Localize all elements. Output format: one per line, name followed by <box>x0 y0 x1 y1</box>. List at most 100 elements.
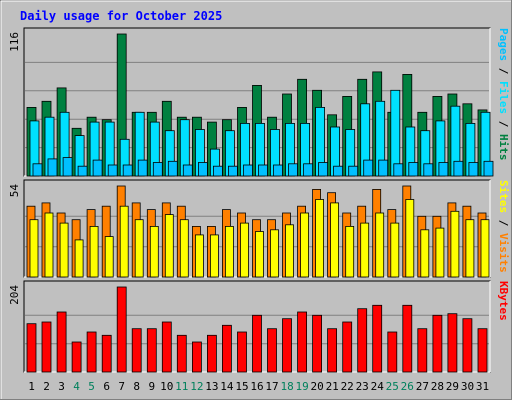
bar-kbytes-day-11 <box>176 334 187 373</box>
bar-kbytes-day-7 <box>116 286 127 373</box>
bar-kbytes-day-19 <box>297 311 308 373</box>
bar-kbytes-day-30 <box>462 318 473 373</box>
bar-pages-day-16 <box>258 164 268 177</box>
bar-sites-day-2 <box>44 212 54 278</box>
bar-sites-day-6 <box>104 236 114 278</box>
bar-kbytes-day-13 <box>206 334 217 373</box>
x-tick-label-day-28: 28 <box>431 380 444 393</box>
panel-bottom: 204 KBytes <box>8 280 510 373</box>
bar-pages-day-20 <box>318 162 329 177</box>
bar-sites-day-20 <box>315 199 325 278</box>
bar-files-day-25 <box>390 89 401 177</box>
bar-sites-day-9 <box>149 225 159 278</box>
bar-sites-day-27 <box>420 229 430 278</box>
bar-kbytes-day-31 <box>477 328 488 373</box>
bar-kbytes-day-21 <box>327 328 338 373</box>
bar-kbytes-day-10 <box>161 321 172 373</box>
bar-sites-day-19 <box>300 212 310 278</box>
legend-visits: Visits <box>497 233 510 273</box>
bar-kbytes-day-4 <box>71 341 82 373</box>
x-tick-label-day-25: 25 <box>386 380 399 393</box>
bar-pages-day-13 <box>212 165 223 177</box>
bar-pages-day-2 <box>47 158 58 177</box>
bar-pages-day-15 <box>243 164 253 177</box>
bar-kbytes-day-24 <box>372 304 383 373</box>
x-tick-label-day-23: 23 <box>356 380 369 393</box>
panel-middle-ymax-label: 54 <box>8 184 21 198</box>
legend-kbytes: KBytes <box>497 281 510 321</box>
bar-kbytes-day-2 <box>41 321 52 373</box>
legend-separator: / <box>497 213 510 233</box>
bar-sites-day-14 <box>224 225 234 278</box>
x-tick-label-day-11: 11 <box>175 380 188 393</box>
legend-separator: / <box>497 114 510 134</box>
bar-sites-day-25 <box>390 222 400 278</box>
bar-pages-day-5 <box>92 159 103 177</box>
panel-middle-legend: Sites / Visits <box>497 180 510 273</box>
bar-kbytes-day-12 <box>191 341 202 373</box>
x-tick-label-day-8: 8 <box>133 380 140 393</box>
bar-kbytes-day-5 <box>86 331 97 373</box>
bar-kbytes-day-6 <box>101 334 112 373</box>
bar-sites-day-5 <box>89 225 99 278</box>
legend-sites: Sites <box>497 180 510 213</box>
panel-bottom-ymax-label: 204 <box>8 285 21 305</box>
panel-middle: 54 Sites / Visits <box>8 179 510 278</box>
bar-kbytes-day-25 <box>387 331 398 373</box>
bar-kbytes-day-26 <box>402 304 413 373</box>
legend-separator: / <box>497 61 510 81</box>
bar-kbytes-day-16 <box>252 314 262 373</box>
x-tick-label-day-29: 29 <box>446 380 459 393</box>
bar-pages-day-26 <box>408 162 419 177</box>
bar-pages-day-9 <box>152 162 163 177</box>
bar-pages-day-30 <box>468 162 479 177</box>
bar-pages-day-12 <box>197 162 208 177</box>
bar-pages-day-17 <box>273 164 283 177</box>
bar-sites-day-18 <box>285 224 294 278</box>
bar-kbytes-day-9 <box>146 328 157 373</box>
x-tick-label-day-21: 21 <box>326 380 339 393</box>
bar-pages-day-3 <box>62 157 73 177</box>
bar-pages-day-27 <box>423 163 434 177</box>
x-tick-label-day-12: 12 <box>190 380 203 393</box>
bar-sites-day-13 <box>209 234 219 278</box>
x-tick-label-day-27: 27 <box>416 380 429 393</box>
x-tick-label-day-22: 22 <box>341 380 354 393</box>
x-tick-label-day-31: 31 <box>476 380 489 393</box>
bar-kbytes-day-20 <box>312 314 323 373</box>
bar-pages-day-7 <box>122 164 133 177</box>
bar-pages-day-11 <box>182 164 193 177</box>
bar-sites-day-8 <box>134 219 144 278</box>
bar-pages-day-29 <box>453 160 464 177</box>
bar-pages-day-24 <box>378 159 389 177</box>
bar-sites-day-26 <box>405 199 415 278</box>
x-tick-label-day-14: 14 <box>220 380 234 393</box>
bar-sites-day-24 <box>375 212 385 278</box>
bar-kbytes-day-17 <box>267 328 277 373</box>
legend-files: Files <box>497 81 510 114</box>
x-tick-label-day-3: 3 <box>58 380 65 393</box>
chart-title: Daily usage for October 2025 <box>20 9 222 23</box>
x-tick-label-day-4: 4 <box>73 380 80 393</box>
legend-hits: Hits <box>497 134 510 161</box>
x-tick-label-day-20: 20 <box>310 380 323 393</box>
bar-sites-day-15 <box>240 222 249 278</box>
x-tick-label-day-30: 30 <box>461 380 474 393</box>
bar-pages-day-10 <box>167 160 178 177</box>
x-tick-label-day-15: 15 <box>235 380 248 393</box>
bar-sites-day-22 <box>345 225 355 278</box>
bar-sites-day-4 <box>74 239 84 278</box>
bar-sites-day-12 <box>194 234 204 278</box>
bar-pages-day-19 <box>303 163 314 177</box>
panel-bottom-legend: KBytes <box>497 281 510 321</box>
x-tick-label-day-17: 17 <box>265 380 278 393</box>
x-tick-label-day-18: 18 <box>280 380 293 393</box>
x-tick-label-day-26: 26 <box>401 380 414 393</box>
bar-kbytes-day-28 <box>432 314 443 373</box>
bar-pages-day-21 <box>333 165 344 177</box>
x-tick-label-day-13: 13 <box>205 380 218 393</box>
bar-sites-day-31 <box>480 219 490 278</box>
bar-sites-day-11 <box>179 219 189 278</box>
x-tick-label-day-19: 19 <box>295 380 308 393</box>
